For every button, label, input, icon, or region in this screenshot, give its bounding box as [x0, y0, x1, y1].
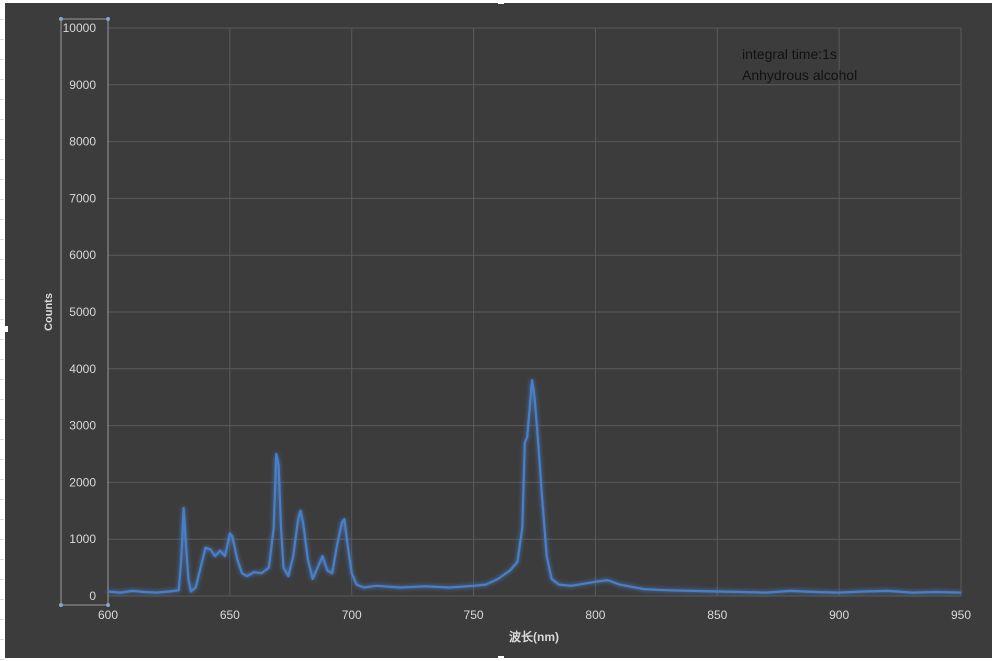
x-tick-label: 850: [707, 608, 727, 622]
chart-resize-handle[interactable]: [498, 0, 504, 4]
x-tick-label: 700: [342, 608, 362, 622]
y-tick-label: 5000: [69, 305, 96, 319]
y-tick-label: 4000: [69, 362, 96, 376]
y-tick-label: 2000: [69, 475, 96, 489]
selection-handle[interactable]: [106, 603, 110, 607]
spreadsheet-gridlines: [0, 0, 4, 661]
selection-handle[interactable]: [106, 17, 110, 21]
x-tick-label: 750: [464, 608, 484, 622]
tick-labels: 0 1000 2000 3000 4000 5000 6000 7000 8000 9000 100…: [63, 21, 972, 622]
chart-resize-handle[interactable]: [3, 326, 8, 332]
x-tick-label: 900: [829, 608, 849, 622]
chart-resize-handle[interactable]: [498, 656, 504, 660]
y-tick-label: 9000: [69, 78, 96, 92]
annotation-sample: Anhydrous alcohol: [742, 67, 857, 83]
selection-handle[interactable]: [59, 603, 63, 607]
x-tick-label: 950: [951, 608, 971, 622]
chart-background: [5, 3, 992, 658]
selection-handle[interactable]: [59, 17, 63, 21]
y-tick-label: 3000: [69, 419, 96, 433]
y-tick-label: 1000: [69, 532, 96, 546]
x-tick-label: 600: [98, 608, 118, 622]
series-line[interactable]: [107, 379, 962, 594]
y-axis-selection-box[interactable]: [60, 18, 109, 606]
y-tick-label: 8000: [69, 135, 96, 149]
annotation-integral-time: integral time:1s: [742, 46, 837, 62]
y-tick-label: 6000: [69, 248, 96, 262]
x-axis-label: 波长(nm): [509, 629, 559, 644]
y-tick-label: 7000: [69, 191, 96, 205]
y-tick-label: 10000: [63, 21, 97, 35]
x-tick-label: 800: [585, 608, 605, 622]
x-tick-label: 650: [220, 608, 240, 622]
gridlines: [107, 27, 962, 597]
y-axis-label: Counts: [43, 293, 55, 331]
y-tick-label: 0: [89, 589, 96, 603]
